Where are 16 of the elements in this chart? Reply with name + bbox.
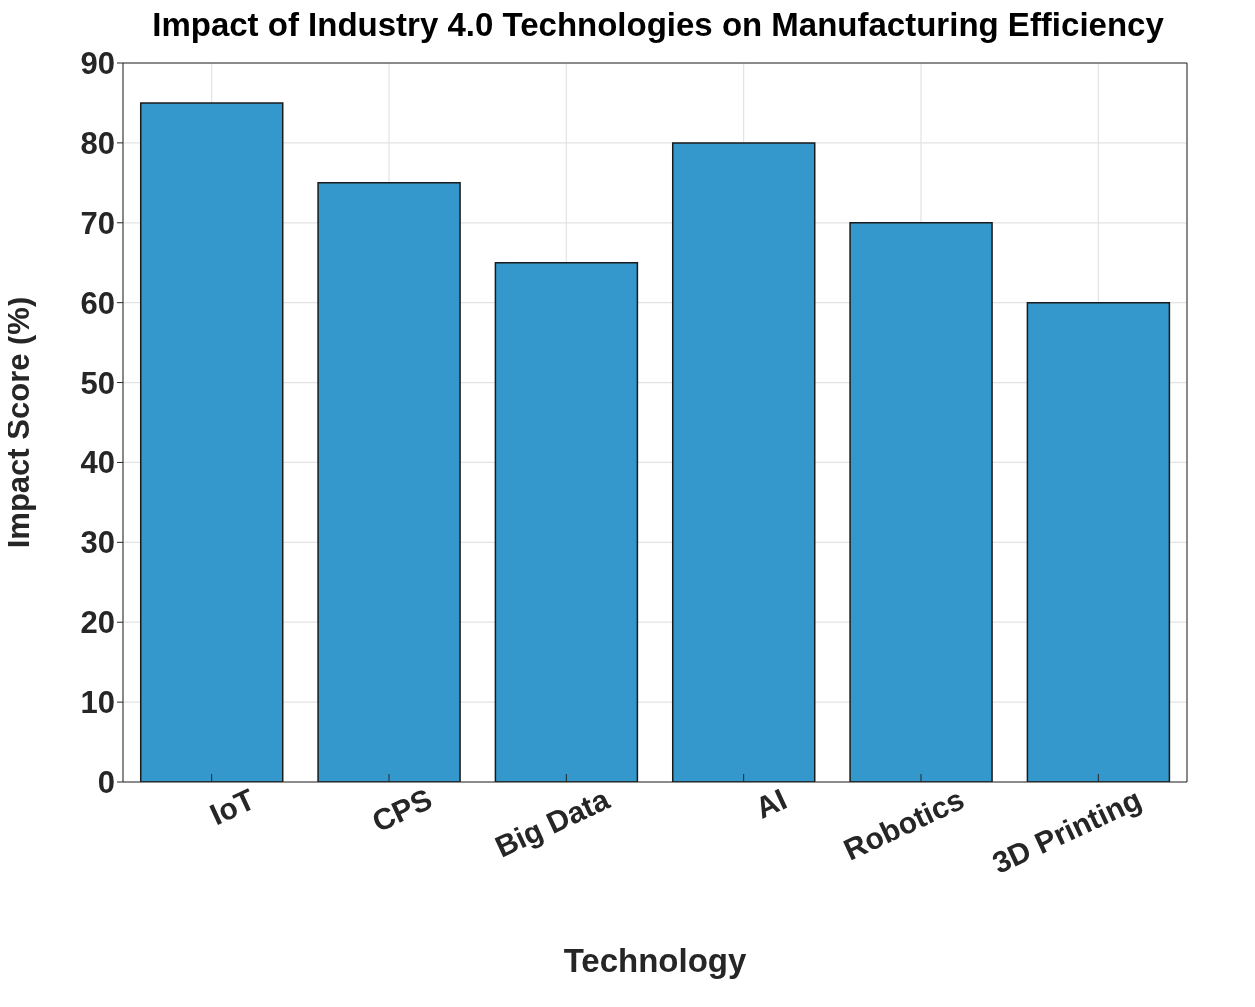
y-tick-label: 70 xyxy=(80,205,115,241)
x-axis-title: Technology xyxy=(563,942,747,979)
y-tick-label: 80 xyxy=(80,125,115,161)
x-tick-label: IoT xyxy=(204,782,260,832)
y-tick-label: 30 xyxy=(80,525,115,561)
y-tick-label: 90 xyxy=(80,46,115,82)
y-tick-label: 10 xyxy=(80,685,115,721)
chart-title: Impact of Industry 4.0 Technologies on Manufacturing Efficiency xyxy=(151,6,1165,43)
x-tick-label: CPS xyxy=(367,782,437,839)
y-tick-label: 60 xyxy=(80,285,115,321)
y-tick-label: 50 xyxy=(80,365,115,401)
y-tick-label: 0 xyxy=(97,765,115,801)
y-tick-label: 40 xyxy=(80,445,115,481)
x-tick-label: Big Data xyxy=(490,782,615,864)
x-tick-label: AI xyxy=(750,782,792,825)
y-tick-label: 20 xyxy=(80,605,115,641)
